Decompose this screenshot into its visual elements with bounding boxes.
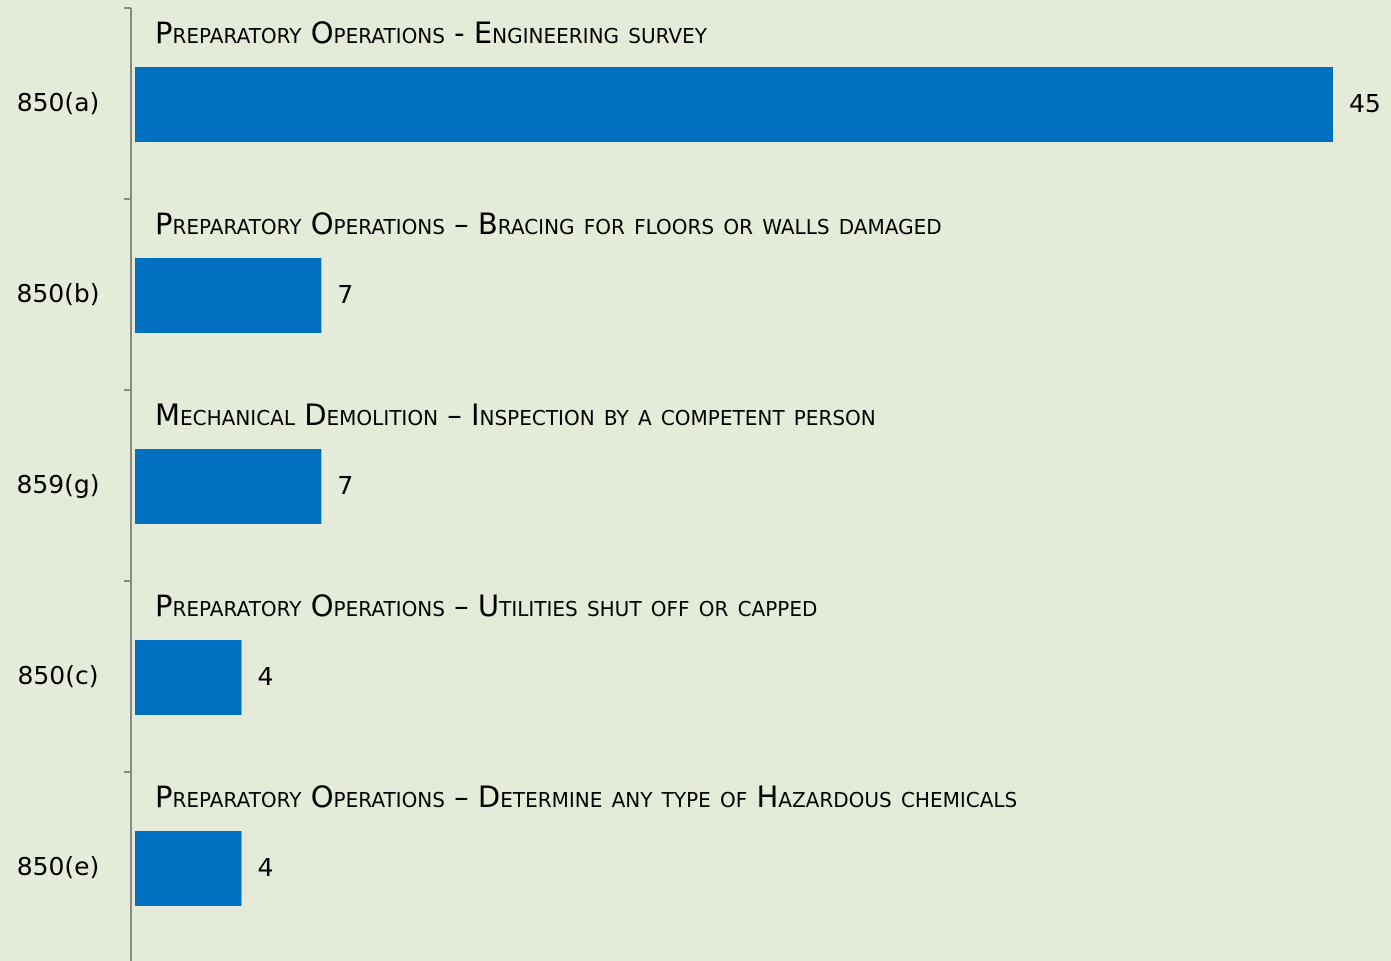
category-label: 850(b): [16, 279, 99, 308]
bar-annotation: Preparatory Operations – Bracing for flo…: [155, 207, 942, 241]
value-label: 7: [337, 280, 353, 309]
category-label: 859(g): [16, 470, 99, 499]
bar-annotation: Preparatory Operations – Determine any t…: [155, 780, 1017, 814]
bar: [135, 67, 1333, 142]
bar: [135, 831, 242, 906]
value-label: 4: [257, 662, 273, 691]
category-label: 850(a): [17, 88, 100, 117]
bar: [135, 640, 242, 715]
category-label: 850(e): [17, 852, 100, 881]
value-label: 7: [337, 471, 353, 500]
bar-annotation: Preparatory Operations - Engineering sur…: [155, 16, 708, 50]
bar: [135, 258, 322, 333]
bar-annotation: Preparatory Operations – Utilities shut …: [155, 589, 817, 623]
bar-annotation: Mechanical Demolition – Inspection by a …: [155, 398, 876, 432]
value-label: 45: [1349, 89, 1381, 118]
bar: [135, 449, 322, 524]
category-label: 850(c): [18, 661, 99, 690]
value-label: 4: [257, 853, 273, 882]
